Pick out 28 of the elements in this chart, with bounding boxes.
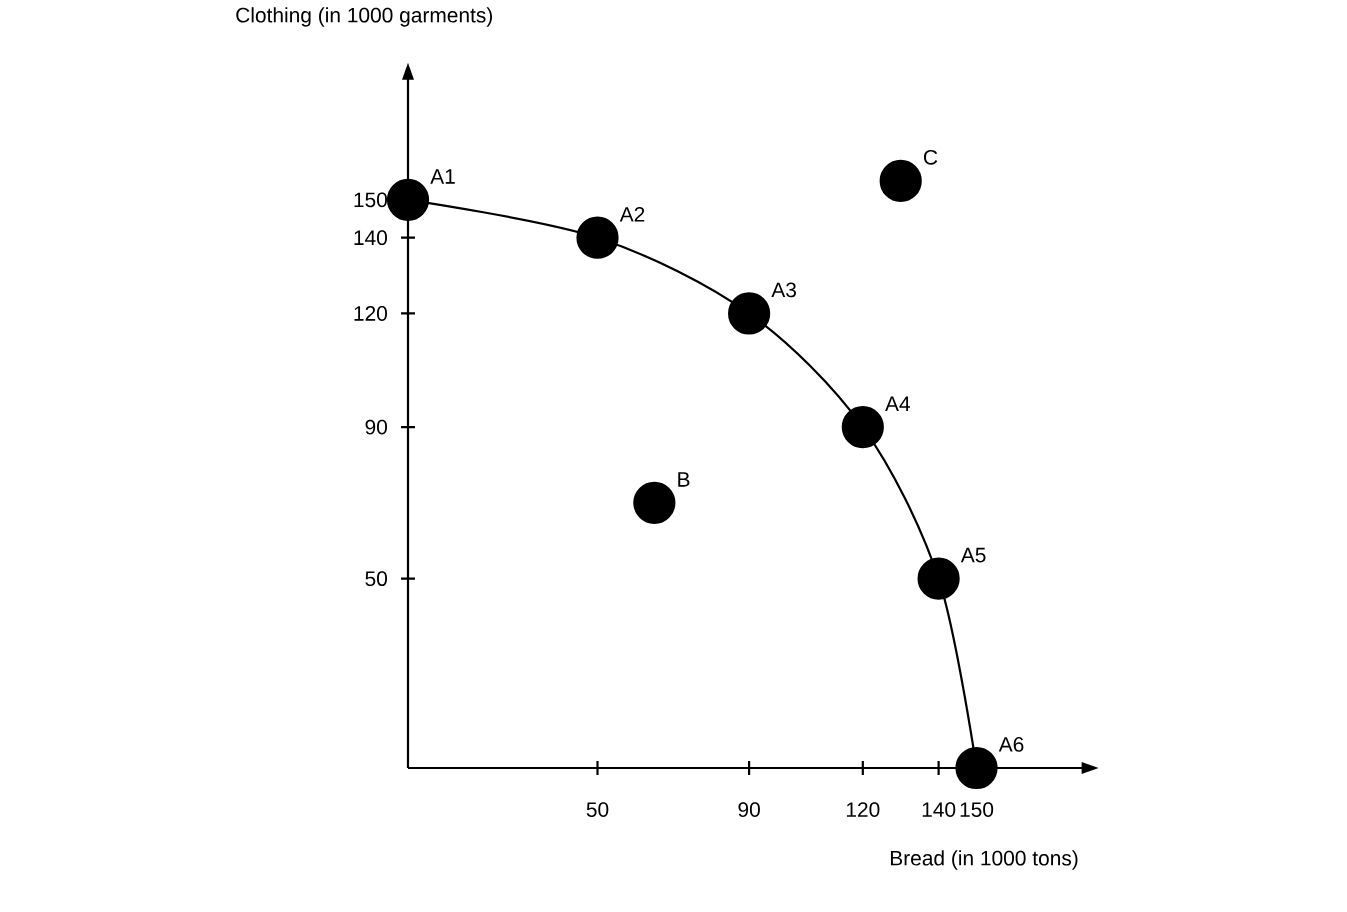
point [386,178,430,221]
annotation: A3 [771,282,796,298]
y-tick-label: 90 [365,419,387,435]
x-tick-label: 50 [586,802,609,817]
annotation: A6 [998,736,1024,752]
x-axis-title: Bread (in 1000 tons) [890,850,1078,870]
annotation: A5 [960,547,986,563]
point [879,159,922,202]
annotation: A2 [619,206,645,222]
x-tick-label: 90 [738,802,760,817]
y-tick-label: 140 [354,230,387,246]
point [841,406,884,449]
annotation: A1 [430,169,455,184]
y-tick-label: 150 [354,192,387,208]
point [576,216,619,259]
point [633,481,676,524]
annotation: B [678,472,690,487]
x-tick-label: 150 [960,802,994,817]
annotation: A4 [885,396,910,411]
x-tick-label: 120 [846,802,880,817]
point [728,292,771,335]
point [955,746,998,790]
annotation: C [923,149,938,165]
y-tick-label: 120 [354,306,387,321]
y-tick-label: 50 [365,571,387,587]
point [917,557,960,600]
x-tick-label: 140 [922,802,956,817]
y-axis-title: Clothing (in 1000 garments) [236,7,493,27]
